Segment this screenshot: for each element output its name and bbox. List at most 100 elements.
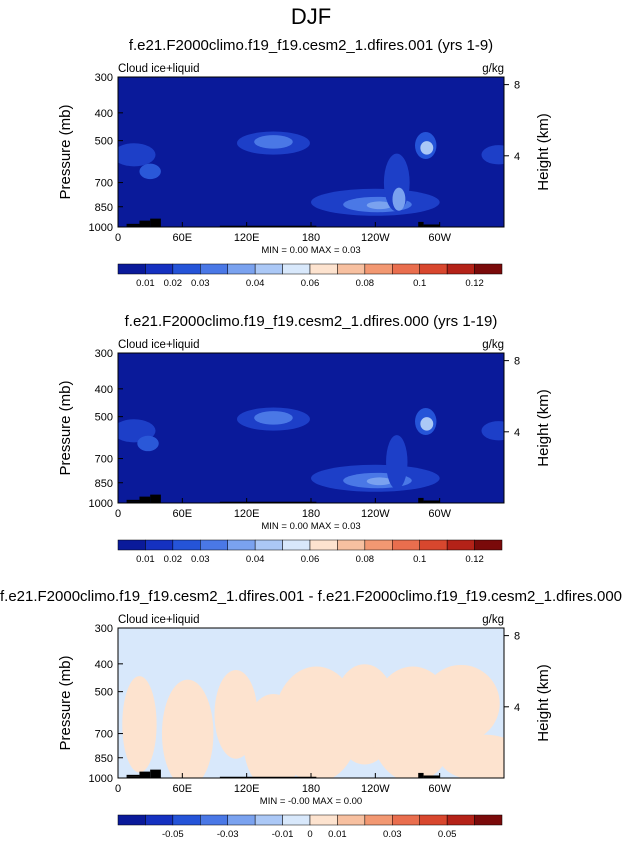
colorbar-label: 0.1	[413, 554, 426, 565]
y-right-tick-label: 8	[514, 356, 520, 368]
field-background	[118, 353, 504, 503]
y-axis-label: Pressure (mb)	[57, 655, 74, 750]
contour-region	[366, 477, 393, 486]
x-tick-label: 180	[302, 783, 320, 795]
panel-variable-label: Cloud ice+liquid	[118, 614, 200, 626]
y-tick-label: 1000	[89, 222, 113, 234]
colorbar-swatch	[337, 263, 366, 275]
colorbar-label: -0.01	[272, 829, 294, 840]
contour-region	[439, 734, 504, 778]
topography	[126, 774, 140, 777]
colorbar-label: 0.02	[164, 278, 183, 289]
y-right-tick-label: 8	[514, 80, 520, 92]
topography	[150, 218, 161, 227]
topography	[219, 776, 317, 778]
y-axis-label: Pressure (mb)	[57, 104, 74, 199]
colorbar-swatch	[392, 263, 420, 275]
x-tick-label: 180	[302, 232, 320, 244]
colorbar-label: 0.04	[246, 554, 265, 565]
colorbar-swatch	[254, 263, 283, 275]
contour-region	[122, 676, 157, 773]
topography	[418, 497, 424, 503]
colorbar-swatch	[392, 539, 420, 551]
contour-region	[481, 145, 504, 165]
contour-region	[161, 679, 214, 778]
colorbar-swatch	[282, 814, 311, 826]
colorbar-swatch	[474, 814, 503, 826]
contour-region	[420, 417, 434, 431]
y-right-axis-label: Height (km)	[535, 113, 552, 191]
colorbar-swatch	[145, 539, 174, 551]
colorbar-swatch	[309, 539, 338, 551]
colorbar-swatch	[200, 814, 228, 826]
colorbar-swatch	[200, 539, 228, 551]
y-tick-label: 850	[95, 202, 113, 214]
min-max-stats: MIN = 0.00 MAX = 0.03	[261, 245, 360, 256]
panel-2: f.e21.F2000climo.f19_f19.cesm2_1.dfires.…	[57, 313, 552, 565]
colorbar-swatch	[446, 263, 475, 275]
x-tick-label: 120E	[234, 232, 260, 244]
x-tick-label: 120W	[361, 232, 390, 244]
topography	[126, 499, 140, 502]
colorbar-swatch	[172, 814, 201, 826]
colorbar-swatch	[337, 814, 366, 826]
x-tick-label: 120E	[234, 783, 260, 795]
topography	[139, 771, 151, 778]
colorbar-label: -0.03	[217, 829, 239, 840]
colorbar-swatch	[446, 814, 475, 826]
y-tick-label: 400	[95, 384, 113, 396]
y-tick-label: 850	[95, 753, 113, 765]
contour-region	[139, 163, 161, 180]
colorbar-swatch	[337, 539, 366, 551]
topography	[418, 772, 424, 778]
y-tick-label: 300	[95, 348, 113, 360]
x-tick-label: 60E	[173, 508, 193, 520]
contour-region	[366, 201, 393, 210]
y-tick-label: 500	[95, 136, 113, 148]
topography	[150, 494, 161, 503]
contour-region	[386, 435, 408, 490]
colorbar-label: 0.04	[246, 278, 265, 289]
colorbar-swatch	[117, 814, 146, 826]
x-tick-label: 60W	[428, 232, 451, 244]
min-max-stats: MIN = 0.00 MAX = 0.03	[261, 521, 360, 532]
topography	[219, 501, 317, 503]
colorbar-swatch	[282, 263, 311, 275]
colorbar-swatch	[227, 539, 256, 551]
x-tick-label: 60E	[173, 232, 193, 244]
colorbar-label: 0.01	[328, 829, 347, 840]
y-tick-label: 1000	[89, 498, 113, 510]
y-right-axis-label: Height (km)	[535, 664, 552, 742]
panel-title: f.e21.F2000climo.f19_f19.cesm2_1.dfires.…	[0, 588, 622, 605]
x-tick-label: 60W	[428, 508, 451, 520]
topography	[423, 775, 440, 778]
y-tick-label: 700	[95, 729, 113, 741]
colorbar-label: 0.03	[383, 829, 402, 840]
topography	[126, 225, 149, 227]
colorbar-swatch	[227, 814, 256, 826]
colorbar-label: 0.02	[164, 554, 183, 565]
colorbar-swatch	[419, 814, 448, 826]
colorbar-label: 0.08	[356, 554, 375, 565]
colorbar-swatch	[254, 539, 283, 551]
contour-region	[254, 135, 293, 149]
x-tick-label: 120W	[361, 508, 390, 520]
colorbar-label: 0.05	[438, 829, 457, 840]
colorbar-label: 0.06	[301, 554, 320, 565]
x-tick-label: 120W	[361, 783, 390, 795]
y-tick-label: 400	[95, 659, 113, 671]
y-axis-label: Pressure (mb)	[57, 380, 74, 475]
topography	[423, 500, 440, 503]
x-tick-label: 120E	[234, 508, 260, 520]
topography	[219, 225, 317, 227]
colorbar-swatch	[227, 263, 256, 275]
x-tick-label: 0	[115, 232, 121, 244]
plot-area	[118, 628, 504, 778]
colorbar-swatch	[145, 814, 174, 826]
x-tick-label: 0	[115, 508, 121, 520]
panel-units-label: g/kg	[482, 614, 504, 626]
colorbar-swatch	[172, 539, 201, 551]
panel-variable-label: Cloud ice+liquid	[118, 339, 200, 351]
colorbar-label: 0.08	[356, 278, 375, 289]
x-tick-label: 60E	[173, 783, 193, 795]
